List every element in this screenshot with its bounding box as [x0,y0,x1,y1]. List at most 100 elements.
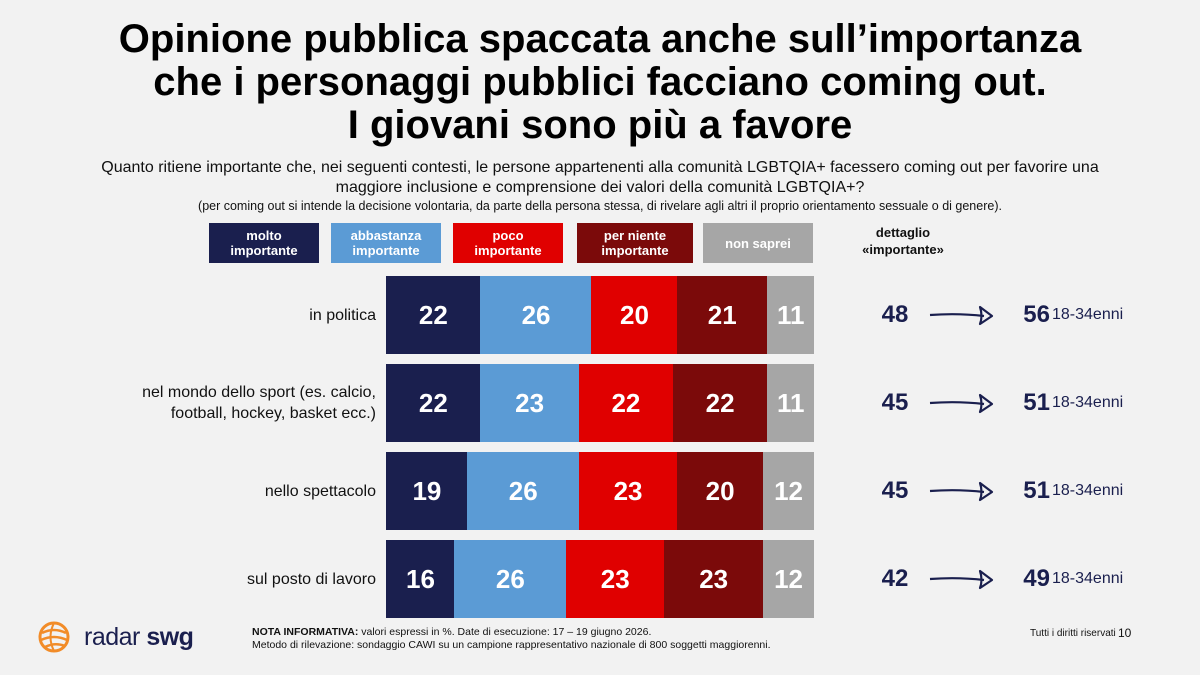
data-label: 23 [600,563,630,594]
survey-question: Quanto ritiene importante che, nei segue… [60,158,1140,198]
data-label: 22 [705,387,735,418]
bar-segment-non-saprei: 12 [762,452,815,530]
page-title: Opinione pubblica spaccata anche sull’im… [0,18,1200,147]
question-line: maggiore inclusione e comprensione dei v… [335,179,865,196]
data-label: 16 [406,563,435,594]
category-label-line: sul posto di lavoro [247,570,376,588]
arrow-right-icon [929,393,994,414]
legend-label: importante [230,243,298,258]
legend-label: poco [492,228,524,243]
footnote-line1: valori espressi in %. Date di esecuzione… [358,626,652,638]
age-group-label: 18-34enni [1052,482,1124,499]
question-line: Quanto ritiene importante che, nei segue… [101,159,1099,176]
methodology-note: NOTA INFORMATIVA: valori espressi in %. … [252,626,771,652]
title-line: Opinione pubblica spaccata anche sull’im… [118,17,1082,61]
bar-segment-molto: 16 [386,540,455,618]
importante-total: 45 [881,477,909,504]
bar-segment-per-niente: 23 [664,540,764,618]
bar-segment-non-saprei: 12 [762,540,815,618]
data-label: 12 [774,475,804,506]
data-label: 23 [613,475,643,506]
bar-segment-molto: 22 [386,276,481,354]
data-label: 26 [521,299,551,330]
legend-per-niente: per niente importante [577,223,693,263]
arrow-right-icon [929,481,994,502]
bar-segment-non-saprei: 11 [766,364,815,442]
logo-part-radar: radar [84,622,140,651]
data-label: 11 [776,387,805,418]
category-label-line: football, hockey, basket ecc.) [170,405,376,422]
detail-header-line: «importante» [862,242,944,257]
rights-text: Tutti i diritti riservati [1030,628,1116,639]
bar-segment-per-niente: 21 [677,276,768,354]
bar-segment-poco: 23 [578,452,678,530]
legend-label: importante [601,243,669,258]
data-label: 22 [611,387,641,418]
data-label: 11 [776,299,805,330]
bar-segment-abbastanza: 26 [454,540,567,618]
arrow-right-icon [929,305,994,326]
bar-segment-per-niente: 22 [672,364,768,442]
logo-part-swg: swg [146,622,194,651]
data-label: 26 [508,475,538,506]
legend-label: importante [352,243,420,258]
data-label: 22 [418,387,448,418]
data-label: 20 [620,299,649,330]
age-group-label: 18-34enni [1052,306,1124,323]
legend-label: per niente [603,228,667,243]
footnote-bold: NOTA INFORMATIVA: [252,626,359,638]
detail-header-line: dettaglio [875,225,931,240]
importante-total: 45 [881,389,909,416]
footnote-line2: Metodo di rilevazione: sondaggio CAWI su… [252,639,771,651]
logo-text: radar swg [84,622,194,652]
bar-segment-molto: 19 [386,452,468,530]
data-label: 23 [515,387,545,418]
title-line: I giovani sono più a favore [347,103,853,147]
data-label: 19 [412,475,442,506]
legend-molto: molto importante [209,223,319,263]
data-label: 23 [699,563,729,594]
bar-segment-abbastanza: 26 [467,452,580,530]
legend-label: non saprei [725,235,791,251]
bar-segment-poco: 20 [591,276,678,354]
bar-segment-per-niente: 20 [677,452,764,530]
legend-label: importante [474,243,542,258]
legend-non-saprei: non saprei [703,223,813,263]
importante-total: 48 [881,301,909,328]
category-label: nel mondo dello sport (es. calcio, footba… [76,382,376,424]
detail-header: dettaglio «importante» [838,224,968,258]
data-label: 20 [705,475,735,506]
category-label-line: nel mondo dello sport (es. calcio, [142,384,376,401]
category-label: sul posto di lavoro [76,569,376,590]
data-label: 21 [707,299,737,330]
radar-swg-logo: radar swg [36,620,194,654]
importante-18-34: 56 [1023,301,1050,328]
bar-segment-abbastanza: 23 [480,364,580,442]
legend-label: abbastanza [350,228,422,243]
definition-note: (per coming out si intende la decisione … [198,199,1002,213]
category-label-line: in politica [309,306,376,324]
category-label: in politica [76,305,376,326]
bar-segment-abbastanza: 26 [480,276,592,354]
legend-label: molto [246,228,282,243]
category-label: nello spettacolo [76,481,376,502]
data-label: 26 [495,563,525,594]
age-group-label: 18-34enni [1052,394,1124,411]
data-label: 12 [774,563,804,594]
bar-segment-non-saprei: 11 [766,276,815,354]
importante-18-34: 51 [1023,477,1050,504]
importante-18-34: 51 [1023,389,1050,416]
importante-total: 42 [881,565,909,592]
page-number: 10 [1118,626,1132,640]
legend-poco: poco importante [453,223,563,263]
title-line: che i personaggi pubblici facciano comin… [153,60,1047,104]
importante-18-34: 49 [1023,565,1050,592]
bar-segment-molto: 22 [386,364,481,442]
radar-globe-icon [38,621,70,653]
age-group-label: 18-34enni [1052,570,1124,587]
bar-segment-poco: 23 [565,540,665,618]
category-label-line: nello spettacolo [264,482,376,500]
arrow-right-icon [929,569,994,590]
legend-abbastanza: abbastanza importante [331,223,441,263]
data-label: 22 [418,299,448,330]
